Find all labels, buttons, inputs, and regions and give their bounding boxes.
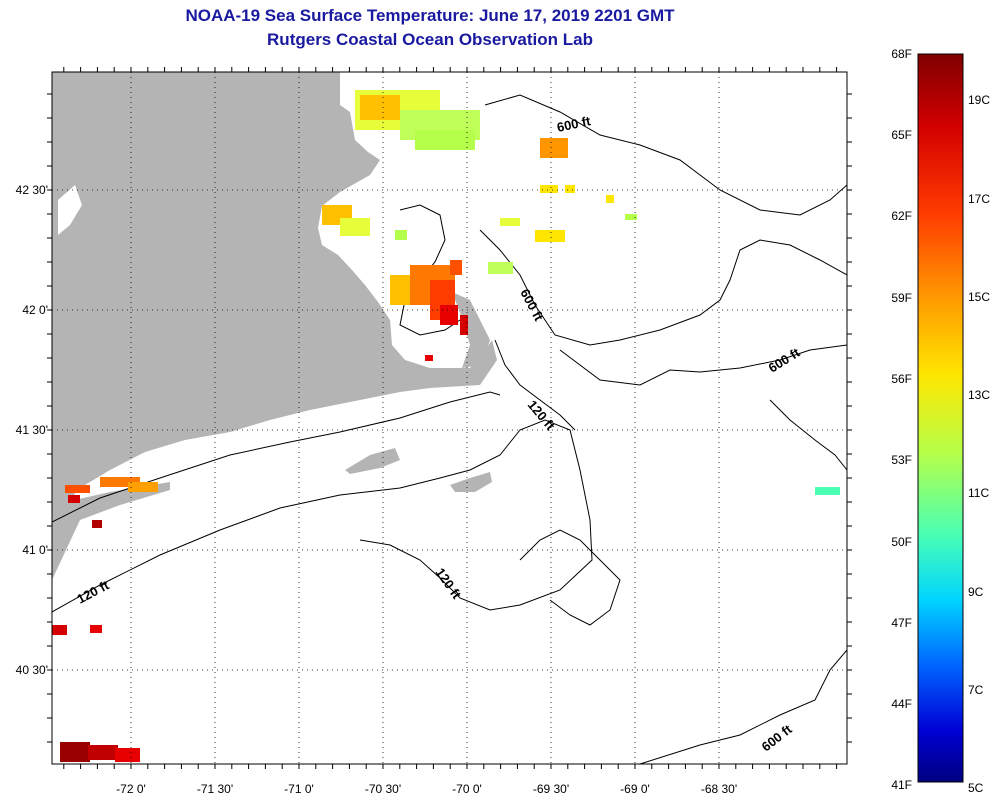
colorbar-c-label: 19C [968, 93, 990, 107]
colorbar-f-label: 68F [891, 47, 912, 61]
colorbar-c-label: 13C [968, 388, 990, 402]
colorbar-f-label: 41F [891, 778, 912, 792]
map-title: NOAA-19 Sea Surface Temperature: June 17… [185, 6, 675, 25]
contour-600ft-north [484, 94, 847, 216]
lon-label: -69 30' [533, 782, 569, 796]
lat-label: 41 0' [22, 543, 48, 557]
lon-label: -72 0' [116, 782, 146, 796]
colorbar-c-label: 9C [968, 585, 984, 599]
land-cape-cod [452, 292, 490, 368]
sst-patches [52, 90, 840, 762]
colorbar-f-label: 59F [891, 291, 912, 305]
colorbar-f-label: 62F [891, 209, 912, 223]
cloud-patch [58, 185, 82, 235]
lon-label: -68 30' [701, 782, 737, 796]
contour-120ft-cape [494, 339, 576, 431]
contour-600ft-basin [559, 344, 847, 386]
lat-label: 42 30' [16, 183, 48, 197]
contour-label: 600 ft [759, 721, 796, 754]
contour-georges [519, 529, 621, 626]
lon-label: -70 30' [365, 782, 401, 796]
colorbar-c-label: 5C [968, 781, 984, 795]
colorbar-c-label: 17C [968, 192, 990, 206]
colorbar-f-label: 56F [891, 372, 912, 386]
contour-label: 120 ft [433, 565, 465, 602]
colorbar-f-labels: 68F 65F 62F 59F 56F 53F 50F 47F 44F 41F [891, 47, 912, 792]
contour-120ft-west [52, 419, 593, 613]
lon-label: -70 0' [452, 782, 482, 796]
colorbar-f-label: 50F [891, 535, 912, 549]
colorbar-c-label: 15C [968, 290, 990, 304]
map-subtitle: Rutgers Coastal Ocean Observation Lab [267, 30, 593, 49]
lat-label: 42 0' [22, 303, 48, 317]
colorbar-c-label: 11C [968, 486, 989, 500]
colorbar-f-label: 44F [891, 697, 912, 711]
lon-label: -69 0' [620, 782, 650, 796]
land-marthas-vineyard [345, 448, 400, 474]
colorbar-c-labels: 19C 17C 15C 13C 11C 9C 7C 5C [968, 93, 990, 795]
land-mainland [52, 72, 497, 520]
frame-ticks [47, 67, 852, 769]
contour-label: 120 ft [525, 397, 559, 433]
lat-lon-grid [52, 72, 847, 764]
longitude-labels: -72 0' -71 30' -71 0' -70 30' -70 0' -69… [116, 782, 737, 796]
colorbar [917, 53, 964, 783]
lon-label: -71 30' [197, 782, 233, 796]
lon-label: -71 0' [284, 782, 314, 796]
contour-label: 600 ft [766, 344, 803, 375]
colorbar-f-label: 53F [891, 453, 912, 467]
contour-600ft-mid [479, 229, 847, 346]
contour-label: 600 ft [556, 113, 593, 135]
latitude-labels: 42 30' 42 0' 41 30' 41 0' 40 30' [16, 183, 48, 677]
colorbar-c-label: 7C [968, 683, 984, 697]
contour-600ft-south [639, 649, 847, 764]
colorbar-f-label: 65F [891, 128, 912, 142]
lat-label: 40 30' [16, 663, 48, 677]
colorbar-f-label: 47F [891, 616, 912, 630]
contour-east-shoals [769, 399, 847, 471]
contour-label: 600 ft [517, 286, 547, 324]
land-nantucket [450, 472, 492, 492]
lat-label: 41 30' [16, 423, 48, 437]
plot-frame [51, 71, 848, 765]
contour-label: 120 ft [74, 577, 112, 607]
land-long-island [52, 482, 170, 580]
